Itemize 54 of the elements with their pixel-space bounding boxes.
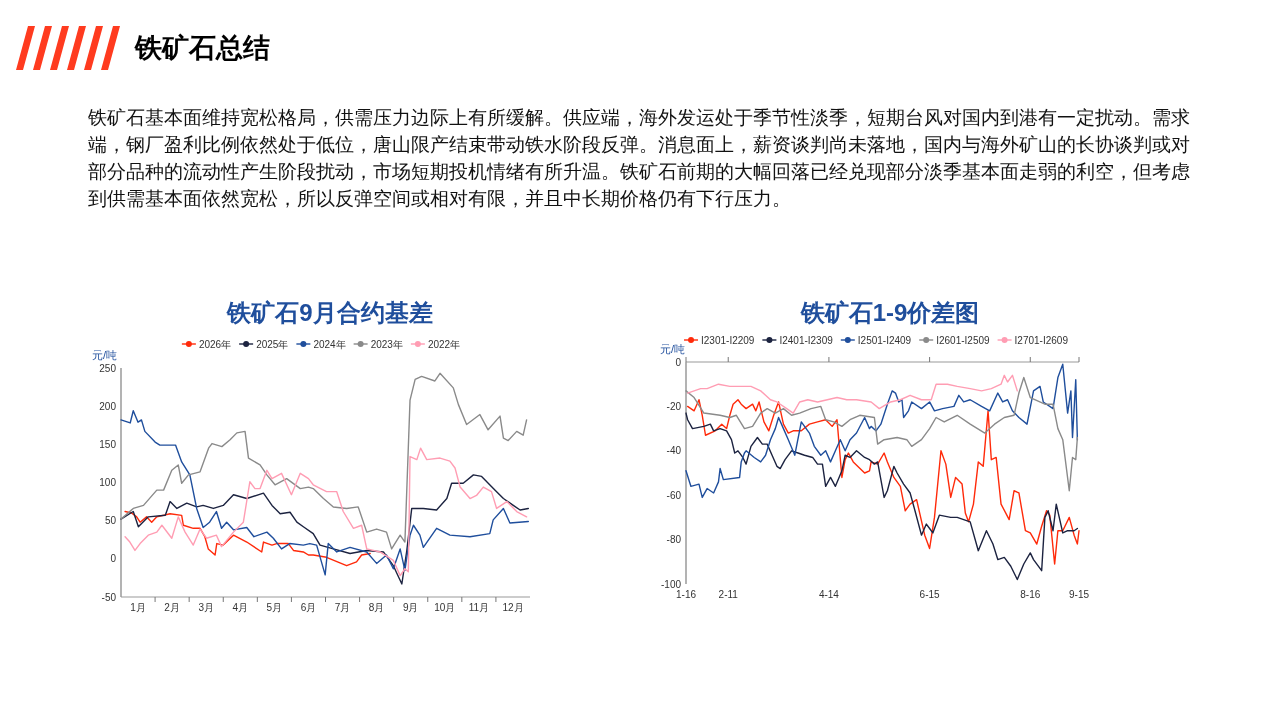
x-tick-label: 4-14 — [818, 589, 840, 600]
line-series — [686, 399, 1080, 565]
x-tick-label: 11月 — [468, 602, 490, 613]
legend-label: 2025年 — [256, 338, 289, 350]
x-tick-label: 5月 — [266, 602, 283, 613]
x-tick-label: 2-11 — [718, 589, 739, 600]
y-tick-label: -20 — [666, 400, 682, 412]
y-tick-label: 250 — [99, 362, 117, 374]
y-tick-label: -80 — [666, 534, 682, 546]
y-tick-label: -60 — [666, 489, 682, 501]
x-tick-label: 4月 — [232, 602, 249, 613]
x-tick-label: 8月 — [368, 602, 385, 613]
y-tick-label: 50 — [104, 515, 117, 527]
x-tick-label: 9-15 — [1068, 589, 1090, 600]
legend-label: 2022年 — [427, 338, 461, 350]
x-tick-label: 2月 — [164, 602, 180, 613]
line-series — [124, 447, 528, 577]
y-tick-label: -50 — [101, 591, 117, 603]
legend-label: 2026年 — [198, 338, 232, 350]
y-axis-title: 元/吨 — [92, 349, 118, 361]
line-series — [124, 510, 371, 567]
text: 铁矿石基本面维持宽松格局，供需压力边际上有所缓解。供应端，海外发运处于季节性淡季，短期台风对国内到港有一定扰动。需求端，钢厂盈利比例依然处于低位，唐山限产结束带动铁水阶段反弹。消息面上，薪资谈判尚未落地，国内与海外矿山的长协谈判或对部分品种的流动性产生阶段扰动，市场短期投机情绪有所升温。铁矿石前期的大幅回落已经兑现部分淡季基本面走弱的利空，但考虑到供需基本面依然宽松，所以反弹空间或相对有限，并且中长期价格仍有下行压力。 — [88, 106, 1191, 211]
chart-title: 铁矿石1-9价差图 — [799, 299, 980, 326]
x-tick-label: 3月 — [198, 602, 214, 613]
x-tick-label: 1-16 — [675, 589, 697, 600]
legend-label: I2501-I2409 — [857, 334, 912, 346]
x-tick-label: 1月 — [130, 602, 146, 613]
legend-label: I2701-I2609 — [1014, 334, 1069, 346]
line-series — [685, 412, 1079, 581]
y-tick-label: 0 — [110, 553, 117, 565]
y-tick-label: 200 — [99, 400, 117, 412]
legend-label: I2301-I2209 — [701, 334, 755, 346]
line-series — [120, 372, 528, 550]
legend-label: I2401-I2309 — [779, 334, 834, 346]
y-tick-label: 0 — [675, 356, 682, 368]
y-tick-label: -40 — [666, 445, 682, 457]
legend-label: 2024年 — [313, 338, 346, 350]
x-tick-label: 6月 — [300, 602, 317, 613]
chart-title: 铁矿石9月合约基差 — [226, 299, 433, 326]
legend-label: 2023年 — [370, 338, 403, 350]
y-tick-label: 100 — [99, 477, 117, 488]
x-tick-label: 12月 — [502, 602, 524, 613]
x-tick-label: 10月 — [434, 602, 456, 613]
x-tick-label: 7月 — [334, 602, 351, 613]
y-tick-label: -100 — [660, 578, 682, 590]
y-axis-title: 元/吨 — [660, 343, 686, 355]
text: 铁矿石总结 — [134, 33, 270, 63]
y-tick-label: 150 — [99, 438, 117, 450]
legend-label: I2601-I2509 — [936, 334, 991, 346]
line-series — [120, 410, 529, 576]
line-series — [686, 374, 1018, 414]
x-tick-label: 8-16 — [1020, 589, 1041, 600]
x-tick-label: 6-15 — [919, 589, 941, 600]
x-tick-label: 9月 — [402, 602, 419, 613]
